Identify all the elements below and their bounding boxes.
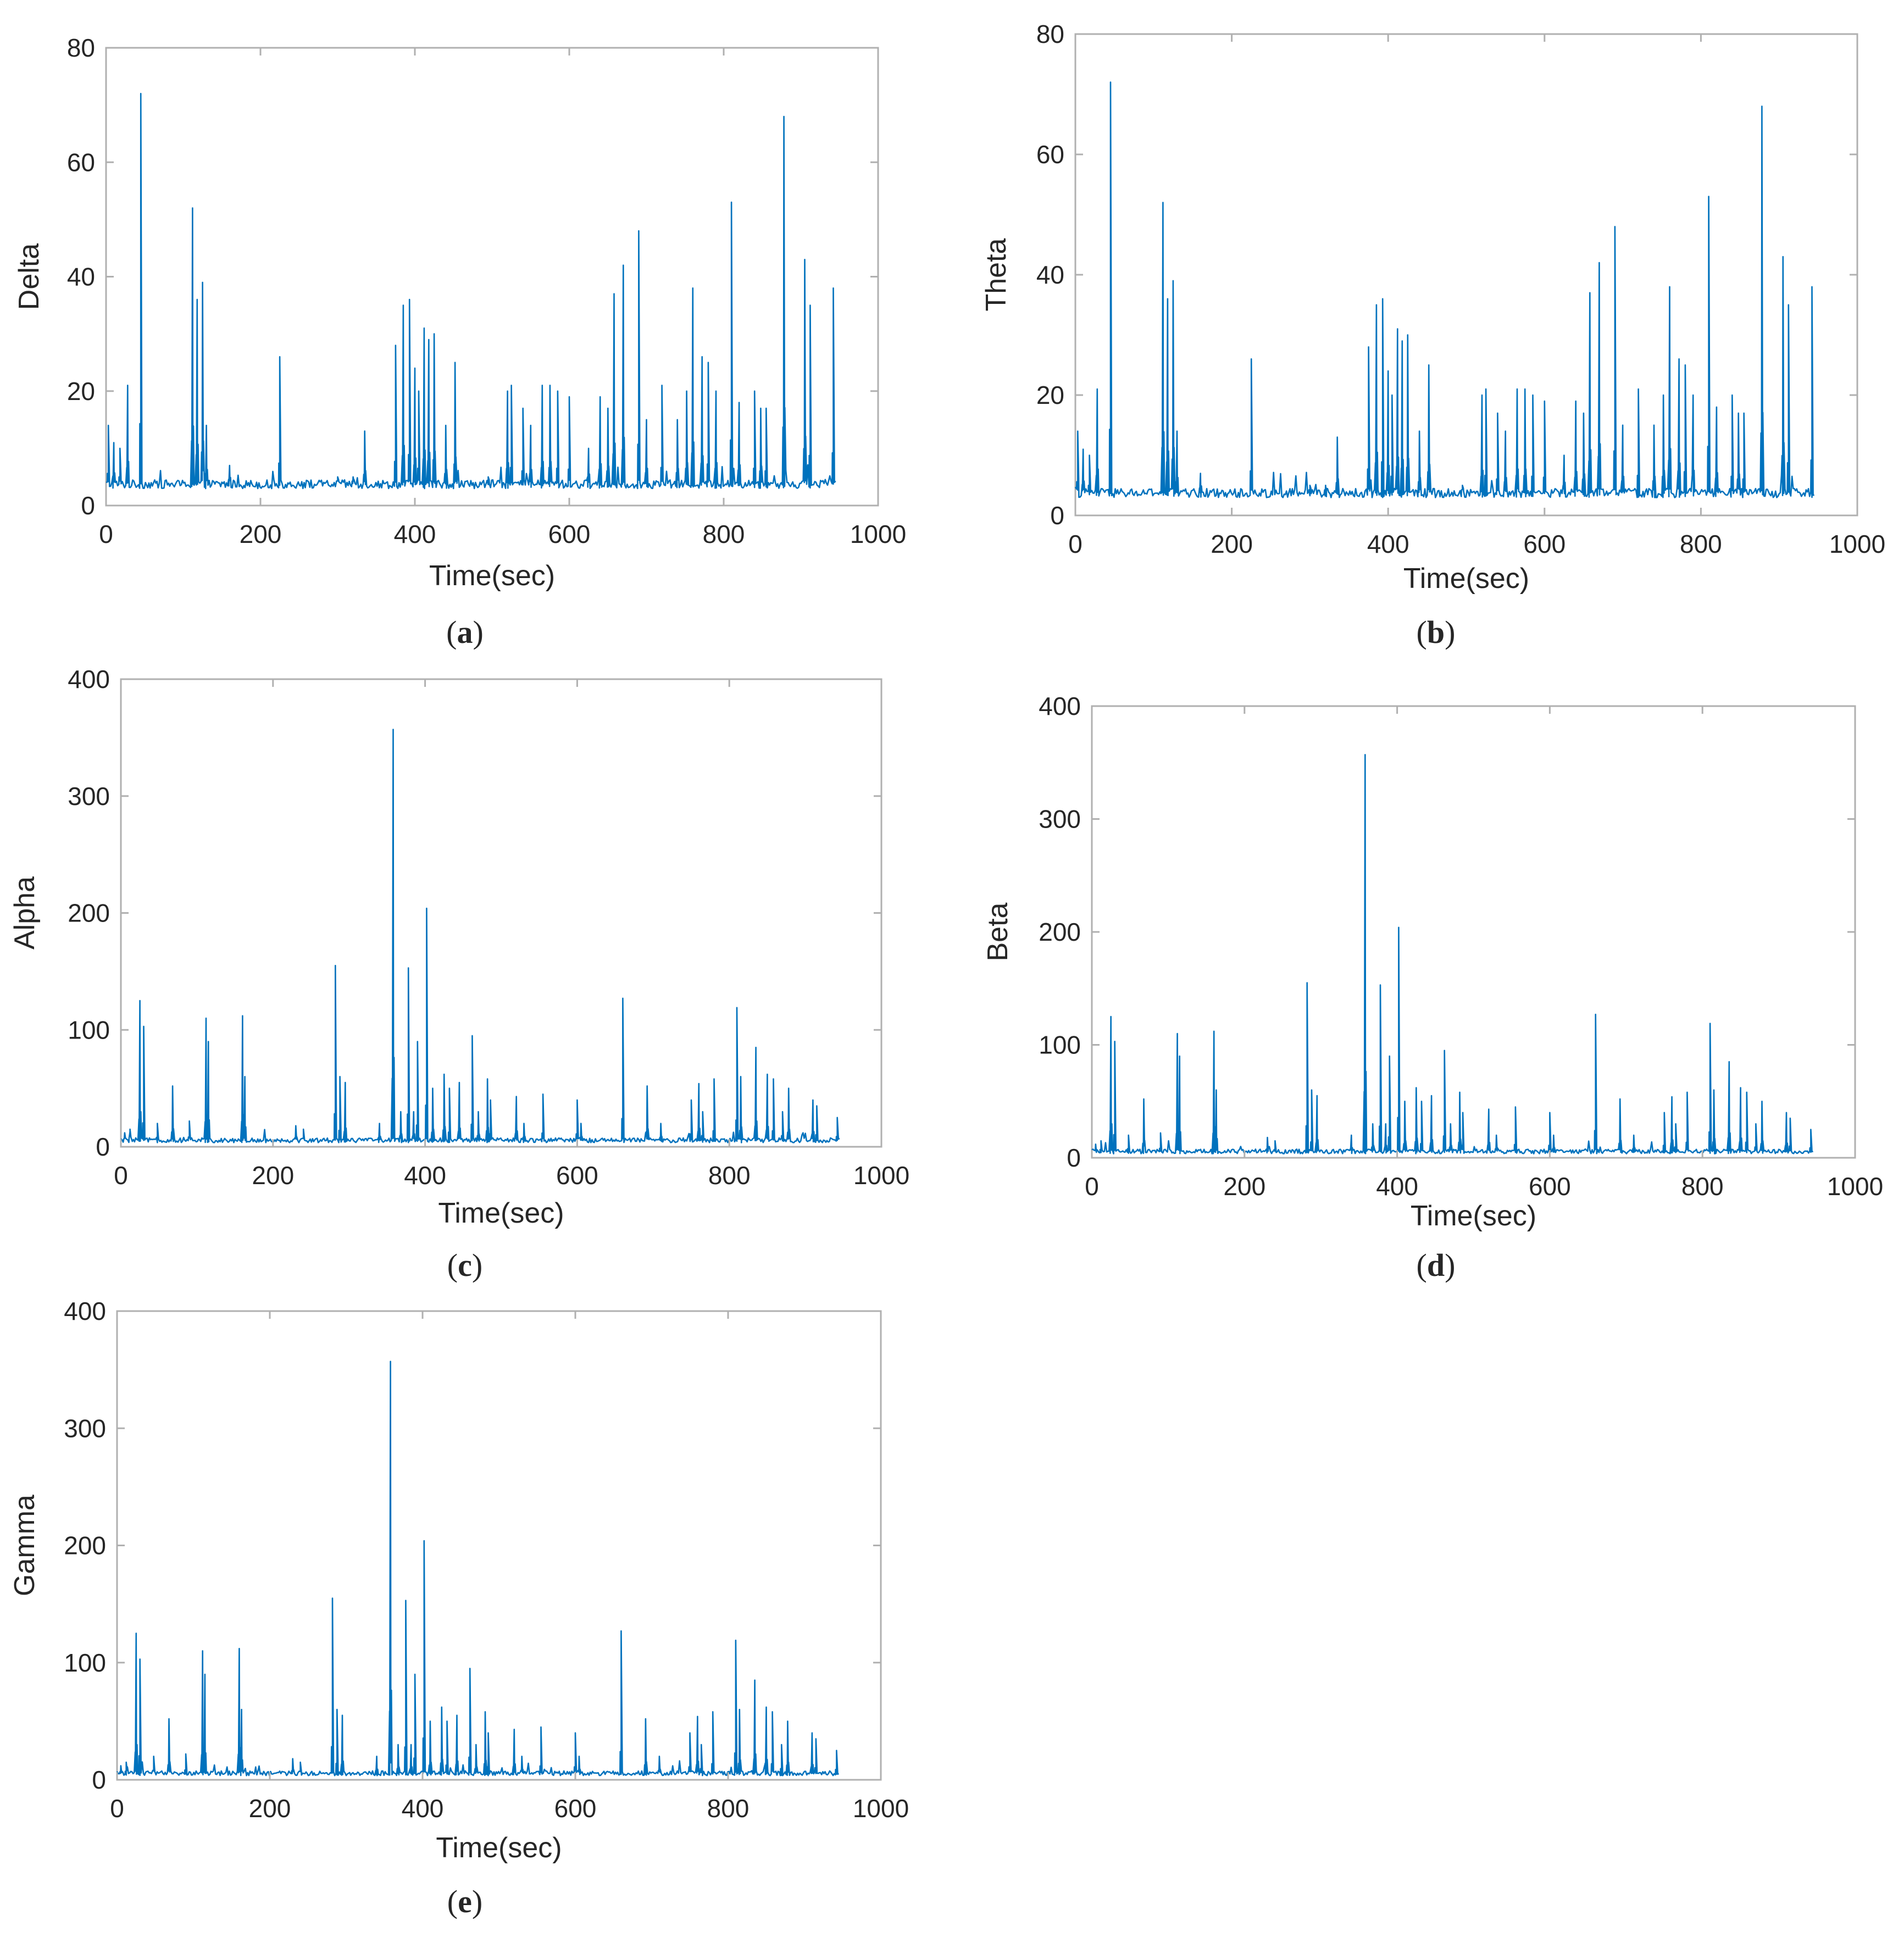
panel-caption: (e) [447, 1884, 482, 1919]
x-tick-label: 800 [708, 1161, 751, 1190]
chart-theta: 0 200 400 600 800 1000 0 20 40 60 80 Time(sec) Theta… [980, 20, 1885, 650]
y-tick-label: 200 [64, 1531, 106, 1560]
caption-letter: d [1427, 1247, 1445, 1283]
caption-paren: ) [473, 614, 484, 650]
y-tick-label: 200 [68, 899, 110, 928]
panel-caption: (b) [1417, 614, 1456, 650]
plot-box [1074, 33, 1858, 517]
x-tick-label: 400 [394, 520, 436, 548]
y-tick-label: 40 [67, 263, 95, 291]
panel-caption: (d) [1417, 1247, 1456, 1283]
x-tick-label: 800 [1681, 1172, 1724, 1201]
x-tick-label: 600 [1523, 530, 1566, 558]
x-tick-label: 200 [252, 1161, 294, 1190]
chart-alpha: 0 200 400 600 800 1000 0 100 200 300 400 Time(sec) A… [9, 665, 909, 1283]
y-tick-label: 20 [1036, 381, 1064, 409]
x-tick-label: 800 [703, 520, 745, 548]
x-tick-label: 200 [249, 1794, 291, 1823]
series-line [116, 1361, 840, 1777]
x-axis-label: Time(sec) [1411, 1200, 1536, 1232]
x-tick-label: 1000 [1829, 530, 1885, 558]
x-tick-label: 1000 [1827, 1172, 1883, 1201]
x-tick-label: 200 [240, 520, 282, 548]
y-tick-label: 60 [67, 148, 95, 176]
x-tick-label: 800 [707, 1794, 750, 1823]
x-tick-label: 0 [1085, 1172, 1099, 1201]
series-line [1074, 81, 1814, 498]
x-tick-label: 600 [548, 520, 591, 548]
y-tick-label: 400 [68, 665, 110, 693]
x-axis-label: Time(sec) [436, 1832, 562, 1864]
y-axis-label: Gamma [9, 1495, 41, 1596]
x-tick-label: 400 [402, 1794, 444, 1823]
x-tick-label: 400 [404, 1161, 446, 1190]
y-tick-label: 200 [1039, 918, 1081, 946]
caption-paren: ( [446, 614, 457, 650]
x-tick-label: 600 [1529, 1172, 1571, 1201]
caption-paren: ( [447, 1884, 458, 1919]
y-tick-label: 400 [64, 1297, 106, 1325]
x-tick-label: 0 [99, 520, 113, 548]
y-axis-label: Theta [980, 238, 1012, 311]
panel-caption: (c) [447, 1247, 482, 1283]
x-tick-label: 0 [114, 1161, 128, 1190]
caption-letter: a [457, 614, 473, 650]
caption-paren: ) [472, 1884, 482, 1919]
x-axis-label: Time(sec) [429, 560, 555, 592]
y-tick-label: 0 [96, 1133, 110, 1161]
y-tick-label: 300 [68, 782, 110, 810]
x-axis-label: Time(sec) [1403, 563, 1529, 595]
y-tick-label: 80 [67, 34, 95, 62]
caption-paren: ( [447, 1247, 458, 1283]
y-axis-label: Delta [13, 243, 45, 310]
series-line [120, 729, 840, 1143]
x-axis-label: Time(sec) [438, 1197, 564, 1229]
x-tick-label: 200 [1223, 1172, 1265, 1201]
y-tick-label: 40 [1036, 260, 1064, 289]
caption-letter: e [458, 1884, 472, 1919]
panel-caption: (a) [446, 614, 484, 650]
x-tick-label: 400 [1376, 1172, 1418, 1201]
y-tick-label: 0 [81, 491, 95, 520]
caption-paren: ) [1445, 614, 1455, 650]
x-tick-label: 0 [110, 1794, 124, 1823]
y-tick-label: 100 [1039, 1031, 1081, 1059]
x-tick-label: 1000 [850, 520, 906, 548]
y-axis-label: Beta [982, 902, 1014, 961]
x-tick-label: 600 [556, 1161, 598, 1190]
series-line [1091, 754, 1813, 1154]
x-tick-label: 600 [554, 1794, 597, 1823]
caption-letter: c [458, 1247, 472, 1283]
caption-paren: ) [472, 1247, 482, 1283]
x-tick-label: 800 [1680, 530, 1722, 558]
x-tick-label: 1000 [853, 1794, 909, 1823]
y-tick-label: 0 [1050, 501, 1064, 530]
y-tick-label: 80 [1036, 20, 1064, 48]
x-tick-label: 400 [1367, 530, 1409, 558]
series-line [106, 93, 836, 490]
y-tick-label: 0 [1067, 1143, 1081, 1172]
y-tick-label: 300 [1039, 805, 1081, 834]
y-tick-label: 300 [64, 1414, 106, 1442]
y-axis-label: Alpha [9, 876, 41, 950]
y-tick-label: 60 [1036, 140, 1064, 169]
caption-paren: ( [1417, 1247, 1427, 1283]
y-tick-label: 100 [68, 1015, 110, 1044]
y-tick-label: 100 [64, 1648, 106, 1677]
caption-letter: b [1427, 614, 1445, 650]
y-tick-label: 0 [92, 1766, 106, 1794]
y-tick-label: 400 [1039, 692, 1081, 720]
x-tick-label: 1000 [853, 1161, 909, 1190]
chart-beta: 0 200 400 600 800 10000100200300400Time(sec)B… [982, 692, 1883, 1283]
caption-paren: ) [1445, 1247, 1455, 1283]
chart-gamma: 0 200 400 600 800 1000 0 100 200 300 400 Time(sec) G… [9, 1297, 909, 1919]
caption-paren: ( [1417, 614, 1427, 650]
x-tick-label: 0 [1068, 530, 1083, 558]
y-tick-label: 20 [67, 377, 95, 406]
chart-delta: 0 200 400 600 800 1000 0 20 40 60 80 Time(sec) Delta… [13, 34, 906, 650]
x-tick-label: 200 [1211, 530, 1253, 558]
plot-box [105, 47, 879, 507]
